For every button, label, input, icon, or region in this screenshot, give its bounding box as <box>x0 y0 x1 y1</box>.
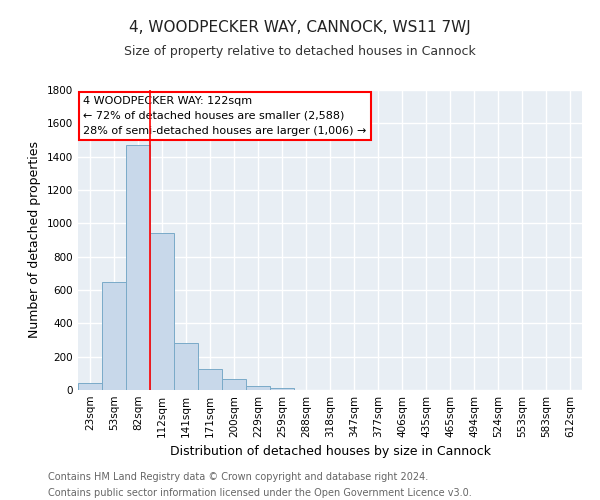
X-axis label: Distribution of detached houses by size in Cannock: Distribution of detached houses by size … <box>170 446 491 458</box>
Bar <box>222 379 246 390</box>
Bar <box>246 386 270 390</box>
Text: Contains public sector information licensed under the Open Government Licence v3: Contains public sector information licen… <box>48 488 472 498</box>
Bar <box>270 388 294 390</box>
Bar <box>102 282 126 390</box>
Bar <box>198 369 222 390</box>
Bar <box>150 234 174 390</box>
Bar <box>78 384 102 390</box>
Text: 4, WOODPECKER WAY, CANNOCK, WS11 7WJ: 4, WOODPECKER WAY, CANNOCK, WS11 7WJ <box>129 20 471 35</box>
Y-axis label: Number of detached properties: Number of detached properties <box>28 142 41 338</box>
Bar <box>174 342 198 390</box>
Text: Contains HM Land Registry data © Crown copyright and database right 2024.: Contains HM Land Registry data © Crown c… <box>48 472 428 482</box>
Text: Size of property relative to detached houses in Cannock: Size of property relative to detached ho… <box>124 45 476 58</box>
Text: 4 WOODPECKER WAY: 122sqm
← 72% of detached houses are smaller (2,588)
28% of sem: 4 WOODPECKER WAY: 122sqm ← 72% of detach… <box>83 96 367 136</box>
Bar <box>126 145 150 390</box>
